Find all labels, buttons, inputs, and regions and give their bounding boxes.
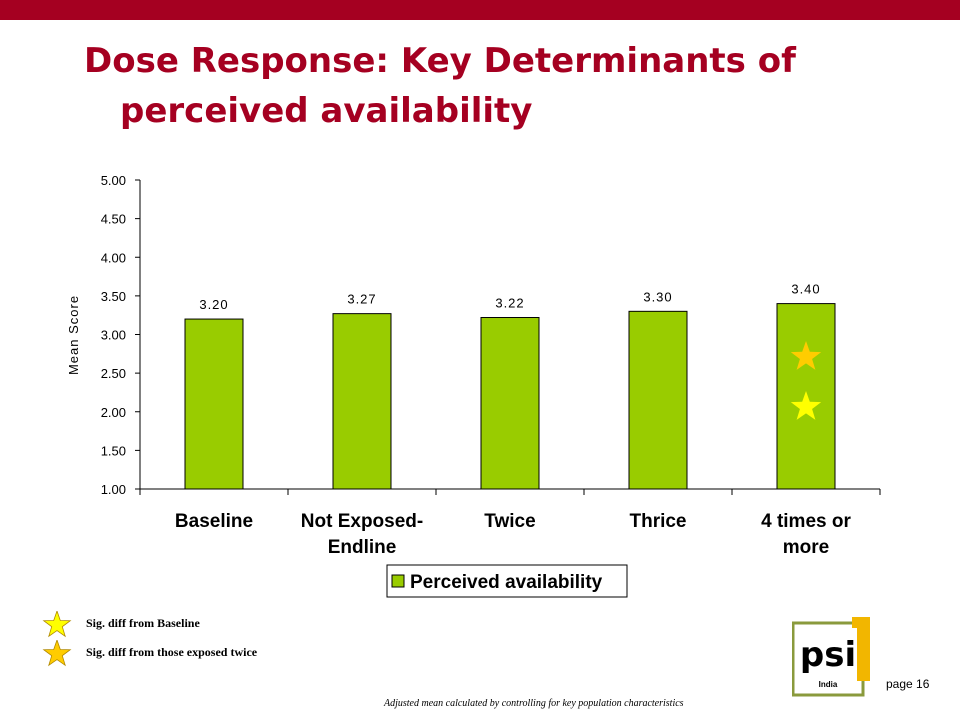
y-tick-label: 4.00 — [101, 250, 126, 265]
data-label: 3.27 — [347, 292, 376, 307]
bar — [184, 318, 244, 490]
y-tick-label: 3.00 — [101, 328, 126, 343]
footnote: Adjusted mean calculated by controlling … — [384, 698, 684, 709]
page-number: page 16 — [886, 677, 930, 691]
sig-note-baseline-text: Sig. diff from Baseline — [86, 616, 200, 630]
x-tick-label: Twice — [484, 511, 535, 532]
legend-box — [386, 564, 628, 598]
logo-sub: India — [819, 680, 838, 689]
star-icon — [42, 611, 72, 638]
sig-note-baseline: Sig. diff from Baseline — [42, 611, 372, 638]
bar — [480, 317, 540, 490]
y-tick-label: 2.00 — [101, 405, 126, 420]
legend-swatch — [391, 574, 405, 588]
x-tick-label: Baseline — [175, 511, 253, 532]
data-label: 3.40 — [791, 282, 820, 297]
y-tick-label: 3.50 — [101, 289, 126, 304]
x-tick-label: Thrice — [629, 511, 686, 532]
y-axis-label: Mean Score — [66, 295, 81, 375]
star-icon — [790, 341, 822, 370]
title-line-2: perceived availability — [120, 91, 533, 131]
x-tick-label: more — [783, 537, 829, 558]
sig-note-twice-text: Sig. diff from those exposed twice — [86, 645, 258, 659]
x-tick-label: 4 times or — [761, 511, 851, 532]
data-label: 3.30 — [643, 289, 672, 304]
data-label: 3.22 — [495, 296, 524, 311]
y-tick-label: 1.00 — [101, 482, 126, 497]
x-tick-label: Not Exposed- — [301, 511, 423, 532]
bar — [332, 313, 392, 490]
logo-text: psi — [800, 635, 856, 675]
title-line-1: Dose Response: Key Determinants of — [84, 41, 796, 81]
x-tick-label: Endline — [328, 537, 397, 558]
y-tick-label: 1.50 — [101, 443, 126, 458]
data-label: 3.20 — [199, 297, 228, 312]
slide-title: Dose Response: Key Determinants of perce… — [84, 36, 904, 136]
psi-india-logo: psi India — [792, 617, 870, 697]
star-icon — [42, 640, 72, 667]
y-tick-label: 2.50 — [101, 366, 126, 381]
sig-note-twice: Sig. diff from those exposed twice — [42, 640, 372, 667]
y-tick-label: 5.00 — [101, 173, 126, 188]
top-banner — [0, 0, 960, 20]
star-icon — [790, 391, 822, 420]
bar — [628, 310, 688, 490]
legend-label: Perceived availability — [410, 572, 603, 593]
y-tick-label: 4.50 — [101, 212, 126, 227]
